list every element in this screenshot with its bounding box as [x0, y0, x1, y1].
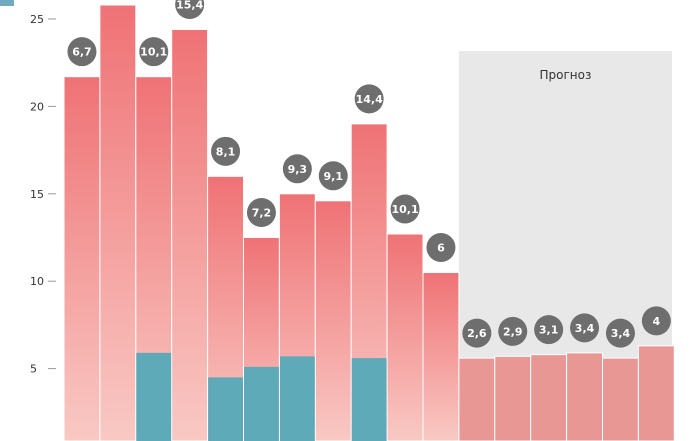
data-label: 2,6 [467, 327, 487, 340]
data-label-badge [282, 154, 312, 184]
bar [171, 28, 209, 441]
data-label: 10,1 [140, 46, 167, 59]
data-label: 6,7 [72, 46, 92, 59]
data-label-badge [534, 315, 564, 345]
data-label-badge [67, 37, 97, 67]
secondary-bar [279, 356, 315, 441]
data-label: 9,1 [324, 170, 344, 183]
bar [314, 200, 352, 441]
data-label-badge [211, 136, 241, 166]
y-tick-label: 5 [30, 363, 37, 376]
data-label: 10,1 [391, 203, 418, 216]
secondary-bar [208, 377, 243, 441]
y-tick-label: 25 [30, 13, 44, 26]
secondary-bar [351, 358, 387, 441]
data-label-badge [318, 161, 348, 191]
bar [602, 357, 639, 441]
data-label-badge [426, 232, 456, 262]
secondary-bar [244, 366, 279, 441]
y-tick-label: 15 [30, 188, 44, 201]
data-label: 7,2 [252, 207, 272, 220]
data-label-badge [641, 306, 671, 336]
bar [386, 233, 424, 441]
bar [63, 76, 101, 441]
data-label-badge [605, 318, 635, 348]
y-axis: 25 20 15 10 5 [30, 13, 56, 376]
secondary-series [136, 352, 387, 441]
bar [530, 354, 568, 441]
data-label: 15,4 [176, 0, 203, 11]
data-label-badge [354, 84, 384, 114]
data-labels: 6,79,910,115,48,17,29,39,114,410,162,62,… [67, 0, 671, 348]
legend-marker [0, 0, 14, 6]
data-label: 3,1 [539, 324, 559, 337]
data-label-badge [246, 198, 276, 227]
bar [494, 355, 532, 441]
data-label-badge [498, 316, 528, 346]
bar [99, 4, 137, 441]
data-label: 8,1 [216, 145, 236, 158]
data-label: 2,9 [503, 325, 523, 338]
data-label: 4 [653, 315, 661, 328]
data-label: 3,4 [575, 322, 595, 335]
data-label: 14,4 [356, 93, 383, 106]
forecast-label: Прогноз [540, 68, 592, 82]
primary-series [63, 4, 675, 441]
y-tick-label: 20 [30, 100, 44, 113]
data-label-badge [462, 318, 492, 348]
secondary-bar [136, 352, 172, 441]
y-tick-label: 10 [30, 275, 44, 288]
data-label-badge [390, 194, 420, 224]
data-label-badge [139, 37, 169, 67]
data-label: 3,4 [611, 327, 631, 340]
data-label: 9,3 [288, 163, 308, 176]
data-label-badge [175, 0, 205, 19]
bar [422, 271, 460, 441]
data-label-badge [570, 313, 600, 343]
bar [637, 345, 675, 441]
bar [458, 357, 496, 441]
data-label: 6 [437, 241, 445, 254]
bar [566, 352, 603, 441]
